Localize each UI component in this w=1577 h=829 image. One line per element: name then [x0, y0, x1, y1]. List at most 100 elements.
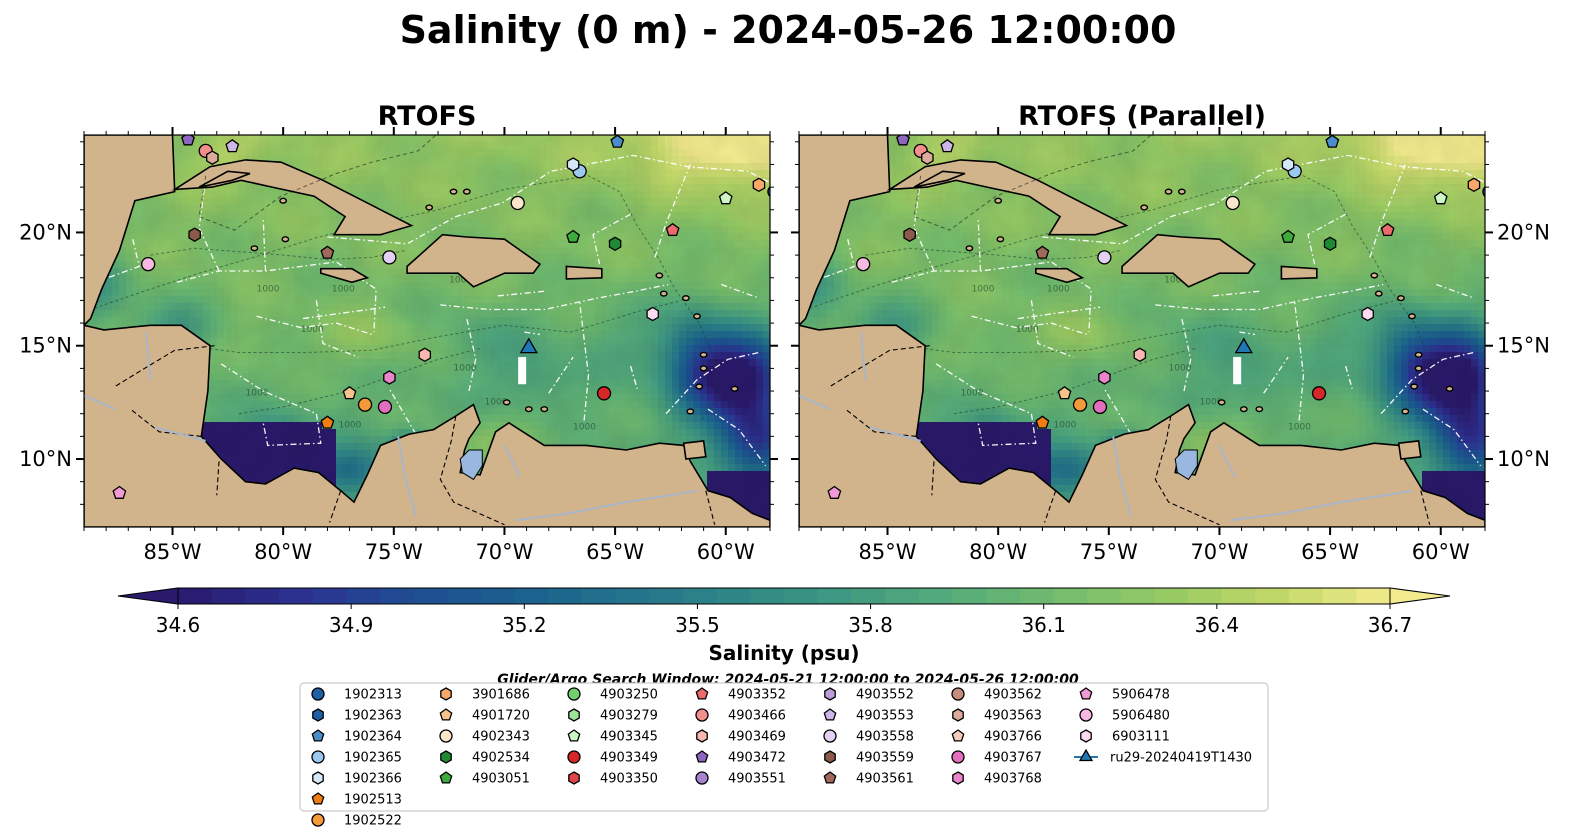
legend-label: 1902364	[344, 730, 402, 745]
float-markers	[827, 135, 1485, 499]
legend-marker	[440, 750, 452, 764]
bathymetry-contour	[953, 347, 1198, 415]
eez-boundary	[1344, 365, 1353, 389]
colorbar-bin	[279, 588, 314, 604]
legend-marker	[695, 708, 709, 722]
legend-label: 4902343	[472, 730, 530, 745]
x-tick-label: 70°W	[475, 540, 533, 564]
island	[655, 272, 664, 279]
shelf-contour	[198, 135, 437, 231]
float-5906478	[112, 485, 127, 499]
y-tick-label: 15°N	[1497, 334, 1550, 358]
float-3901686	[752, 177, 766, 193]
float-5906480	[141, 257, 156, 272]
bathymetry-contour	[238, 347, 483, 415]
eez-boundary	[629, 365, 638, 389]
float-4903559	[903, 227, 916, 242]
legend-label: 4903051	[472, 772, 530, 787]
colorbar-bin	[548, 588, 583, 604]
eez-boundary	[971, 315, 1087, 336]
legend-label: 4903472	[728, 751, 786, 766]
land	[319, 267, 370, 284]
country-border	[329, 490, 342, 523]
eez-boundary	[1018, 306, 1101, 320]
legend-label: 4903553	[856, 709, 914, 724]
eez-boundary	[891, 261, 1092, 333]
legend-marker	[951, 729, 965, 742]
eez-boundary	[579, 302, 590, 421]
country-border	[1044, 490, 1057, 523]
float-4902343	[1225, 195, 1240, 211]
float-4903352	[1380, 222, 1395, 237]
colorbar-bin	[582, 588, 617, 604]
island	[699, 351, 708, 358]
eez-boundary	[809, 239, 856, 283]
legend-label: 1902513	[344, 793, 402, 808]
eez-boundary	[327, 154, 770, 245]
float-1902364	[1325, 135, 1340, 148]
legend-label: 5906480	[1112, 709, 1170, 724]
island	[279, 197, 288, 204]
x-tick-label: 75°W	[1080, 540, 1138, 564]
bathymetry-contour-label: 1000	[1053, 420, 1076, 430]
eez-boundary	[466, 318, 477, 392]
bathymetry-contour-label: 1000	[1288, 423, 1311, 433]
float-4903349	[596, 386, 612, 401]
bathymetry-contour-label: 1000	[1047, 284, 1070, 294]
island	[682, 295, 690, 302]
eez-boundary	[262, 218, 267, 272]
eez-boundary	[388, 388, 417, 435]
colorbar-bin	[683, 588, 718, 604]
legend-marker	[696, 729, 708, 743]
legend-marker	[824, 687, 836, 701]
legend-marker	[823, 771, 837, 784]
x-tick-label: 80°W	[254, 540, 312, 564]
y-tick-label: 10°N	[19, 447, 72, 471]
colorbar-extend-max	[1389, 587, 1451, 605]
legend-label: 4903559	[856, 751, 914, 766]
colorbar-bin	[885, 588, 920, 604]
river	[154, 426, 206, 442]
bathymetry-contour	[150, 247, 406, 261]
eez-boundary	[198, 178, 220, 272]
legend-marker	[695, 750, 709, 763]
island	[996, 236, 1005, 243]
colorbar-bin	[1120, 588, 1155, 604]
legend-marker	[695, 687, 709, 700]
x-tick-label: 85°W	[859, 540, 917, 564]
colorbar-tick-label: 35.2	[502, 613, 547, 637]
legend-marker	[311, 687, 325, 701]
colorbar-bin	[211, 588, 246, 604]
eez-boundary	[1307, 213, 1346, 265]
map-frame	[83, 134, 771, 528]
float-1902366	[566, 157, 580, 172]
river	[397, 436, 417, 516]
colorbar-tick-label: 34.9	[329, 613, 374, 637]
bathymetry-contour	[799, 175, 1435, 421]
glider-track	[518, 357, 527, 385]
eez-boundary	[665, 351, 760, 415]
legend-label: 4903766	[984, 730, 1042, 745]
colorbar-bin	[649, 588, 684, 604]
float-6903111	[1361, 306, 1374, 322]
float-4901720	[1057, 385, 1072, 400]
country-border	[829, 345, 930, 387]
map-frame	[798, 134, 1486, 528]
country-border	[705, 490, 716, 525]
colorbar-bin	[952, 588, 987, 604]
colorbar-bin	[615, 588, 650, 604]
float-1902522	[1072, 397, 1088, 412]
colorbar-tick-label: 35.5	[675, 613, 720, 637]
land	[799, 324, 1485, 527]
legend-marker	[568, 708, 580, 722]
colorbar-bin	[1356, 588, 1391, 604]
eez-boundary	[94, 239, 141, 283]
legend-marker	[567, 750, 581, 764]
legend-marker	[312, 708, 324, 722]
river	[145, 332, 152, 380]
bathymetry-contour-label: 1000	[338, 420, 361, 430]
float-4903767	[377, 399, 393, 415]
float-4903472	[181, 135, 195, 146]
island	[281, 236, 290, 243]
